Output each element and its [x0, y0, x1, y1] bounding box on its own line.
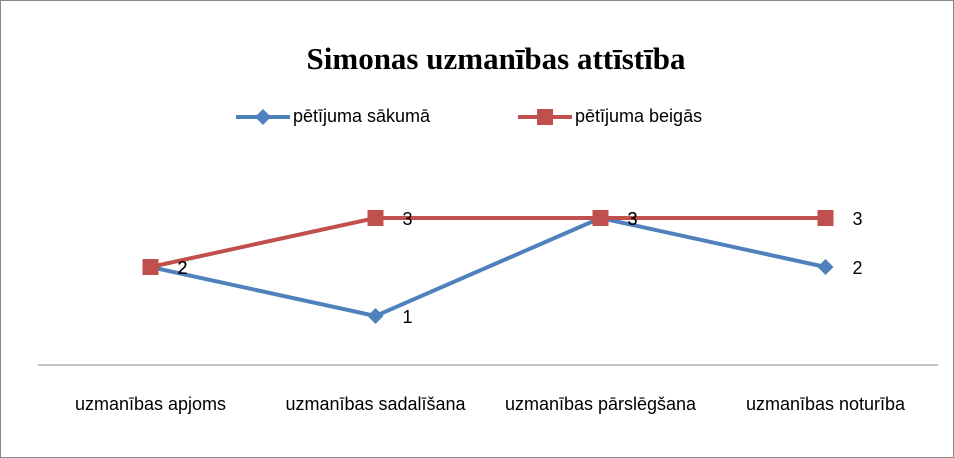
legend-label: pētījuma beigās — [575, 106, 702, 126]
legend-label: pētījuma sākumā — [293, 106, 431, 126]
data-label: 1 — [403, 307, 413, 327]
data-point — [592, 210, 609, 226]
data-point — [367, 308, 384, 324]
series-line — [150, 216, 826, 269]
chart-title: Simonas uzmanības attīstība — [307, 41, 686, 76]
x-tick-label: uzmanības sadalīšana — [285, 394, 466, 414]
data-label: 2 — [178, 258, 188, 278]
x-tick-label: uzmanības pārslēgšana — [505, 394, 697, 414]
series-line — [150, 215, 826, 319]
legend-marker — [255, 109, 271, 125]
data-label: 3 — [628, 209, 638, 229]
x-tick-label: uzmanības apjoms — [75, 394, 226, 414]
data-point — [817, 210, 834, 226]
data-point — [817, 259, 834, 275]
x-tick-label: uzmanības noturība — [746, 394, 906, 414]
data-label: 3 — [403, 209, 413, 229]
data-label: 2 — [178, 258, 188, 278]
data-label: 2 — [853, 258, 863, 278]
legend-marker — [537, 109, 553, 125]
data-point — [367, 210, 384, 226]
data-label: 3 — [628, 209, 638, 229]
data-point — [142, 259, 159, 275]
data-label: 3 — [853, 209, 863, 229]
